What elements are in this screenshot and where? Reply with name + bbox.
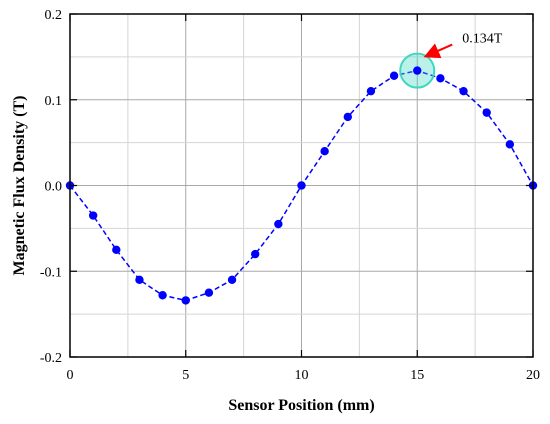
tick-labels: 0 5 10 15 20 -0.2 -0.1 0.0 0.1 0.2: [40, 8, 540, 383]
data-point: [436, 74, 445, 83]
y-tick-label: 0.0: [45, 180, 63, 195]
data-point: [320, 146, 329, 156]
axes: [69, 13, 534, 358]
data-point: [112, 245, 121, 255]
data-point: [135, 275, 144, 285]
data-point: [459, 86, 468, 96]
data-point: [366, 86, 376, 96]
data-point: [297, 181, 306, 190]
x-axis-title: Sensor Position (mm): [228, 397, 374, 414]
data-point: [204, 288, 214, 297]
y-tick-label: 0.2: [45, 8, 63, 23]
x-tick-label: 20: [526, 368, 540, 383]
data-point: [343, 112, 352, 122]
y-axis-title: Magnetic Flux Density (T): [11, 96, 28, 276]
data-point: [88, 211, 98, 220]
data-point: [227, 275, 237, 285]
peak-annotation-label: 0.134T: [462, 32, 503, 47]
x-tick-label: 0: [67, 368, 74, 383]
data-point: [181, 296, 190, 305]
x-tick-label: 5: [182, 368, 189, 383]
annotation-layer: 0.134T: [423, 32, 503, 59]
data-point: [274, 219, 283, 229]
y-tick-label: 0.1: [45, 94, 63, 109]
x-tick-label: 15: [410, 368, 424, 383]
data-point: [413, 66, 422, 75]
peak-annotation-arrow: [423, 43, 453, 59]
data-point: [250, 249, 260, 259]
y-tick-label: -0.1: [40, 265, 62, 280]
data-point: [505, 140, 515, 149]
data-point: [389, 71, 399, 80]
data-point: [482, 108, 491, 117]
x-tick-label: 10: [295, 368, 309, 383]
y-tick-label: -0.2: [40, 351, 62, 366]
data-point: [158, 291, 167, 300]
